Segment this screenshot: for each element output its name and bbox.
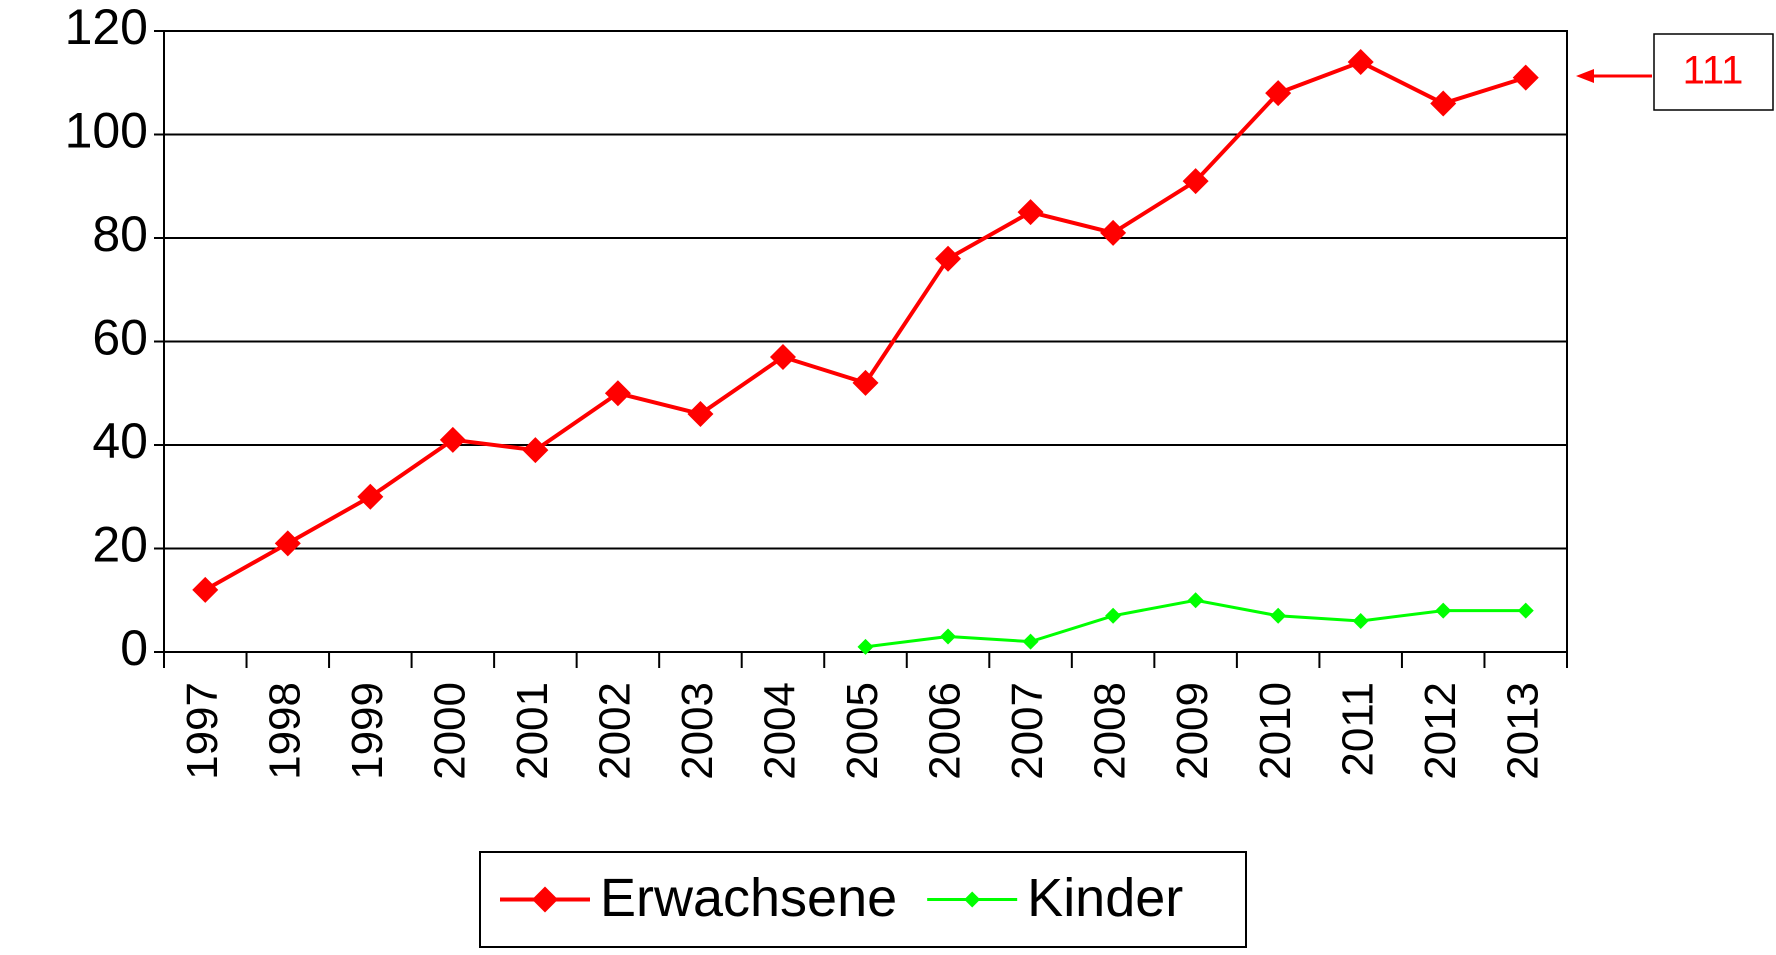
annotation-arrowhead	[1576, 69, 1594, 83]
y-tick-label: 60	[92, 310, 148, 366]
data-point	[857, 638, 874, 655]
data-point	[1430, 90, 1457, 117]
data-point	[1347, 49, 1374, 76]
x-tick-label: 2012	[1416, 682, 1465, 780]
data-point	[935, 245, 962, 272]
data-point	[439, 426, 466, 453]
x-tick-label: 2011	[1333, 682, 1382, 777]
x-tick-label: 2010	[1251, 682, 1300, 780]
legend-box	[479, 851, 1247, 948]
data-point	[1100, 219, 1127, 246]
x-tick-label: 1999	[343, 682, 392, 780]
data-point	[274, 530, 301, 557]
data-point	[1517, 602, 1534, 619]
data-point	[357, 483, 384, 510]
annotation-box	[1653, 33, 1774, 111]
data-point	[1435, 602, 1452, 619]
legend-marker	[532, 886, 558, 913]
data-point	[1022, 633, 1039, 650]
data-point	[1265, 80, 1292, 107]
data-point	[1105, 607, 1122, 624]
data-point	[769, 344, 796, 371]
x-tick-label: 2004	[756, 682, 805, 780]
data-point	[1352, 612, 1369, 629]
x-tick-label: 2002	[591, 682, 640, 780]
x-tick-label: 2007	[1003, 682, 1052, 780]
x-tick-label: 2003	[673, 682, 722, 780]
data-point	[192, 576, 219, 603]
legend-label: Kinder	[1027, 868, 1183, 928]
y-tick-label: 100	[65, 103, 148, 159]
data-point	[522, 437, 549, 464]
data-point	[687, 400, 714, 427]
x-tick-label: 1998	[260, 682, 309, 780]
data-point	[604, 380, 631, 407]
y-tick-label: 40	[92, 413, 148, 469]
annotation: 111	[1683, 49, 1744, 93]
x-tick-label: 2000	[425, 682, 474, 780]
x-tick-label: 2001	[508, 682, 557, 780]
data-point	[1187, 592, 1204, 609]
y-tick-label: 120	[65, 0, 148, 55]
x-tick-label: 2009	[1168, 682, 1217, 780]
x-tick-label: 2008	[1086, 682, 1135, 780]
x-tick-label: 2006	[921, 682, 970, 780]
legend-marker	[964, 891, 981, 908]
data-point	[1017, 199, 1044, 226]
data-point	[1270, 607, 1287, 624]
data-point	[1512, 64, 1539, 91]
data-point	[940, 628, 957, 645]
y-tick-label: 20	[92, 517, 148, 573]
data-point	[1182, 168, 1209, 195]
x-tick-label: 2005	[838, 682, 887, 780]
data-point	[852, 369, 879, 396]
y-tick-label: 0	[120, 620, 148, 676]
x-tick-label: 2013	[1498, 682, 1547, 780]
y-tick-label: 80	[92, 206, 148, 262]
x-tick-label: 1997	[178, 682, 227, 780]
legend-label: Erwachsene	[600, 868, 897, 928]
